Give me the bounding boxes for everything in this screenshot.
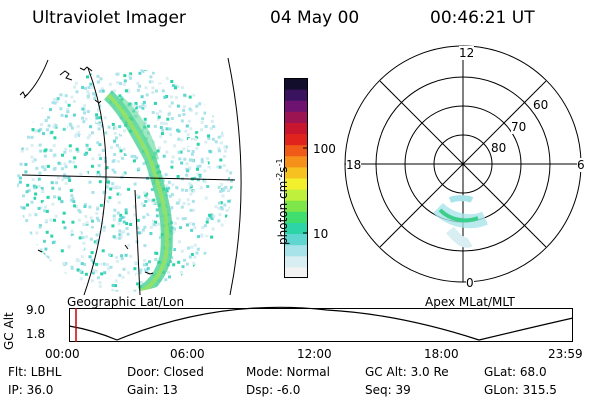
geographic-image-panel xyxy=(17,57,242,296)
time-tick-1800: 18:00 xyxy=(424,347,459,361)
mlt-label-12: 12 xyxy=(459,46,475,60)
mlt-label-0: 0 xyxy=(466,276,474,290)
colorbar-tick-100: 100 xyxy=(313,142,336,156)
colorbar-unit-label: photon cm-2s-1 xyxy=(275,158,290,245)
time-tick-1200: 12:00 xyxy=(297,347,332,361)
colorbar-cell xyxy=(284,89,308,101)
meridian-line xyxy=(23,59,49,99)
meridian-line xyxy=(83,67,107,296)
colorbar-cell xyxy=(284,244,308,257)
auroral-arc-emission xyxy=(103,90,173,292)
colorbar-tick-10: 10 xyxy=(313,227,329,241)
polar-panel-caption: Apex MLat/MLT xyxy=(425,295,515,309)
latitude-line xyxy=(134,189,141,296)
colorbar-cell xyxy=(284,78,308,90)
time-tick-2359: 23:59 xyxy=(548,347,583,361)
colorbar-cell xyxy=(284,166,308,179)
gain-readout: Gain: 13 xyxy=(127,383,178,397)
time-tick-0000: 00:00 xyxy=(45,347,80,361)
colorbar-cell xyxy=(284,233,308,246)
altitude-ylabel: GC Alt xyxy=(2,312,16,350)
ip-readout: IP: 36.0 xyxy=(8,383,54,397)
colorbar-cell xyxy=(284,144,308,157)
colorbar-cell xyxy=(284,222,308,235)
altitude-tick-1-8: 1.8 xyxy=(26,327,46,341)
flt-readout: Flt: LBHL xyxy=(8,365,62,379)
dsp-readout: Dsp: -6.0 xyxy=(246,383,301,397)
colorbar-cell xyxy=(284,189,308,201)
date-readout: 04 May 00 xyxy=(270,8,360,28)
latitude-line xyxy=(21,174,236,181)
coastline xyxy=(19,66,154,275)
mlt-label-18: 18 xyxy=(346,158,362,172)
altitude-plot xyxy=(68,306,574,342)
glat-readout: GLat: 68.0 xyxy=(484,365,547,379)
altitude-curve xyxy=(68,306,574,341)
app-title: Ultraviolet Imager xyxy=(32,8,186,28)
glon-readout: GLon: 315.5 xyxy=(484,383,557,397)
colorbar-cell xyxy=(284,200,308,212)
seq-readout: Seq: 39 xyxy=(365,383,411,397)
mlt-label-6: 6 xyxy=(577,158,585,172)
gc-alt-readout: GC Alt: 3.0 Re xyxy=(365,365,449,379)
mlat-label-60: 60 xyxy=(533,98,549,112)
colorbar-cell xyxy=(284,266,308,279)
colorbar-cell xyxy=(284,178,308,190)
colorbar-cell xyxy=(284,133,308,146)
colorbar-cell xyxy=(284,155,308,168)
colorbar-cell xyxy=(284,211,308,223)
colorbar xyxy=(284,78,308,279)
colorbar-cell xyxy=(284,100,308,112)
altitude-tick-9: 9.0 xyxy=(26,303,46,317)
colorbar-cell xyxy=(284,111,308,123)
colorbar-cell xyxy=(284,255,308,268)
geo-panel-caption: Geographic Lat/Lon xyxy=(67,295,185,309)
door-readout: Door: Closed xyxy=(127,365,204,379)
polar-mlat-mlt-plot xyxy=(344,45,582,283)
polar-auroral-emission xyxy=(433,195,488,248)
colorbar-cell xyxy=(284,122,308,135)
uv-emission-speckle xyxy=(17,68,233,292)
time-tick-0600: 06:00 xyxy=(170,347,205,361)
meridian-line xyxy=(227,57,242,296)
mlat-label-70: 70 xyxy=(511,120,527,134)
mlat-label-80: 80 xyxy=(491,141,507,155)
time-readout: 00:46:21 UT xyxy=(430,8,535,28)
mode-readout: Mode: Normal xyxy=(246,365,330,379)
